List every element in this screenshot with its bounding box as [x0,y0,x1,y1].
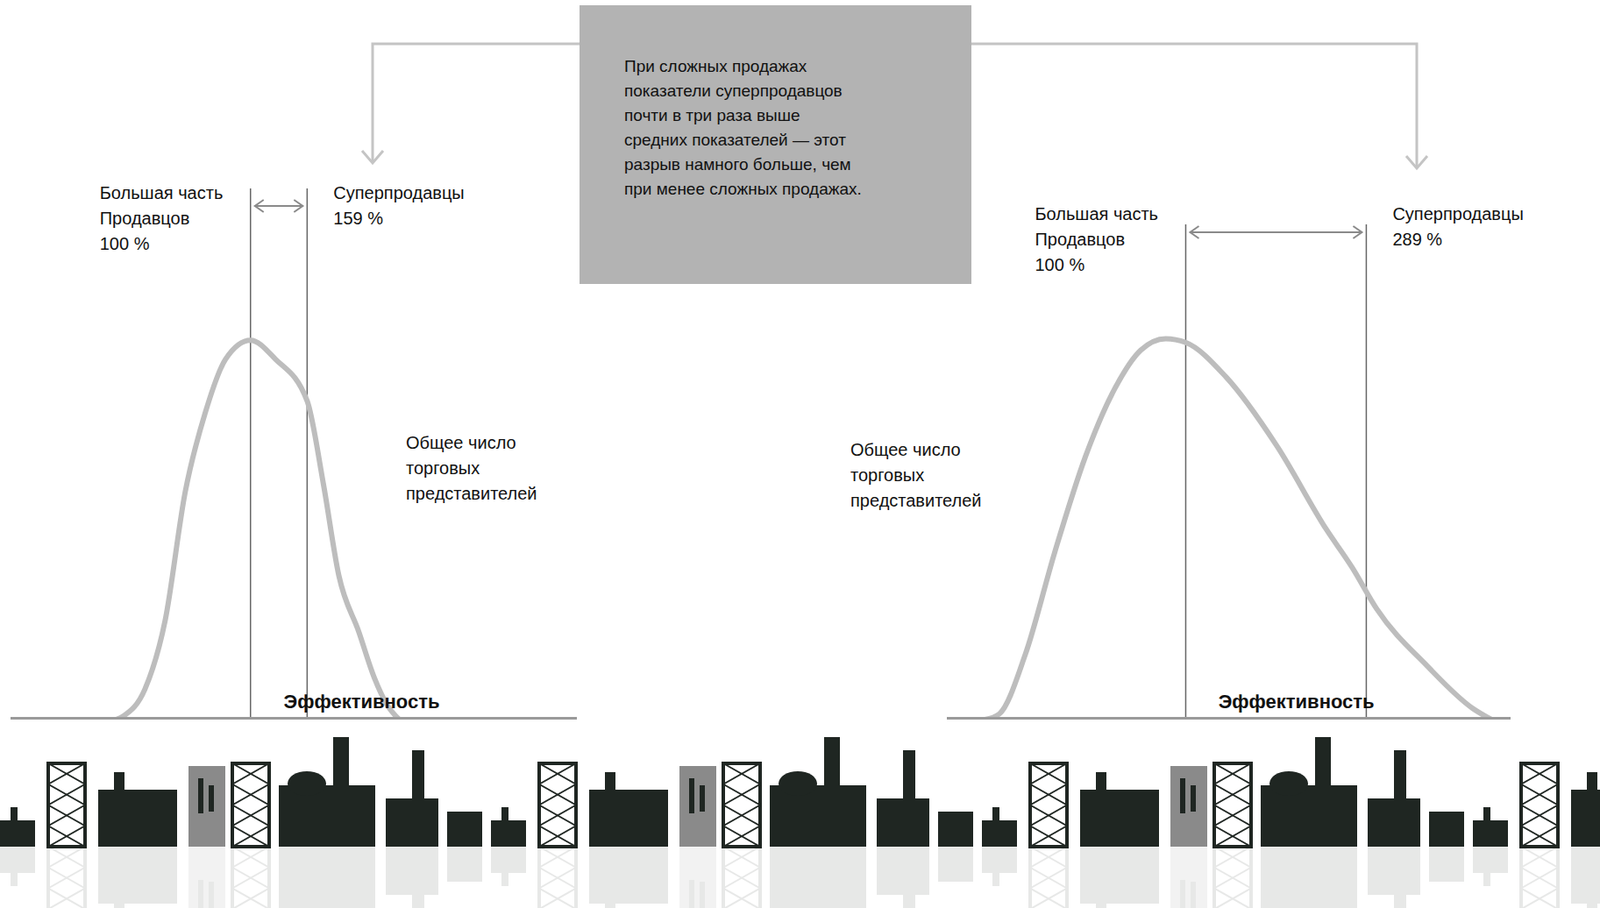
svg-text:Суперпродавцы159 %: Суперпродавцы159 % [333,183,464,228]
svg-text:Эффективность: Эффективность [1218,690,1375,713]
svg-text:Общее числоторговыхпредставите: Общее числоторговыхпредставителей [405,433,538,504]
svg-text:Большая частьПродавцов100 %: Большая частьПродавцов100 % [1034,204,1159,275]
svg-text:Общее числоторговыхпредставите: Общее числоторговыхпредставителей [850,440,982,511]
svg-text:Суперпродавцы289 %: Суперпродавцы289 % [1392,204,1523,249]
svg-text:Большая частьПродавцов100 %: Большая частьПродавцов100 % [99,183,224,254]
svg-text:При сложных продажахпоказатели: При сложных продажахпоказатели суперпрод… [624,56,862,199]
svg-text:Эффективность: Эффективность [284,690,441,713]
